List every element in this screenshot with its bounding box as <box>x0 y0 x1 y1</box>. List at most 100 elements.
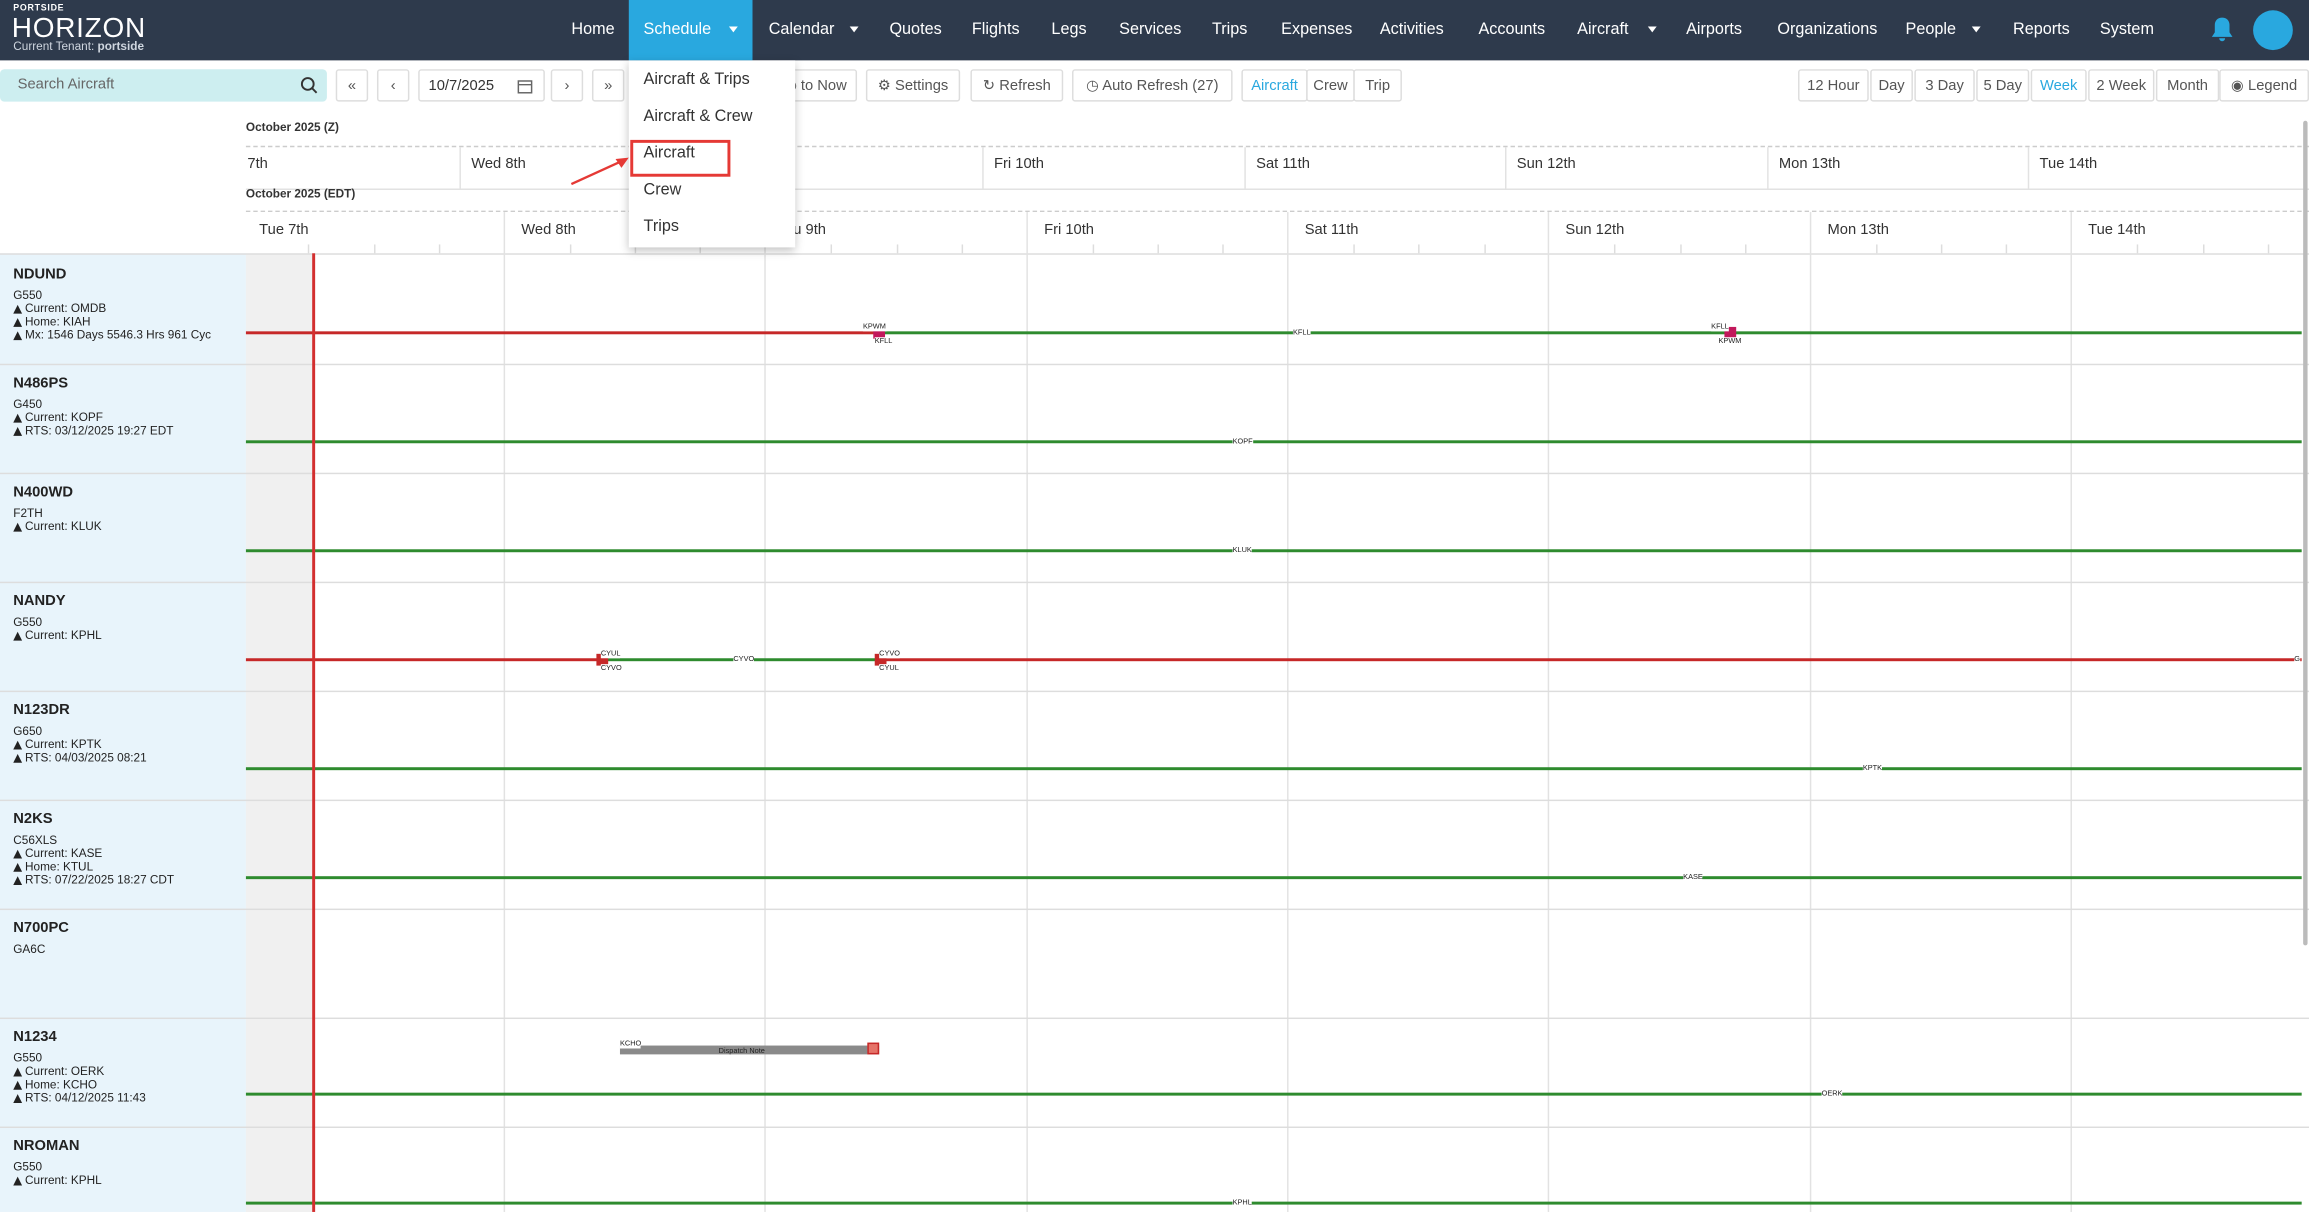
last-button[interactable]: » <box>591 69 625 102</box>
range-button[interactable]: 2 Week <box>2088 69 2155 102</box>
aircraft-detail: Current: KPTK <box>13 738 234 751</box>
avatar[interactable] <box>2253 10 2293 51</box>
first-button[interactable]: « <box>335 69 369 102</box>
nav-item[interactable]: Organizations <box>1777 20 1878 39</box>
nav-item[interactable]: Accounts <box>1478 20 1546 39</box>
caret <box>1647 26 1657 33</box>
refresh-text: Refresh <box>999 78 1051 95</box>
nav-item[interactable]: System <box>2099 20 2154 39</box>
detail-text: Current: KPTK <box>25 737 102 752</box>
legend-button[interactable]: ◉ Legend <box>2219 69 2309 102</box>
range-button[interactable]: Day <box>1870 69 1913 102</box>
nav-item[interactable]: People <box>1905 20 1957 39</box>
local-day: Fri 10th <box>1044 222 1095 239</box>
schedule-line <box>245 1201 2302 1205</box>
caret <box>728 26 738 33</box>
airport-label: KASE <box>1683 873 1703 883</box>
menu-item[interactable]: Aircraft & Crew <box>643 107 753 126</box>
airport-label: OERK <box>1821 1089 1843 1099</box>
zulu-divider <box>459 147 461 189</box>
plane-icon <box>13 1176 23 1186</box>
menu-item[interactable]: Crew <box>643 181 682 199</box>
tail-number[interactable]: N2KS <box>13 811 53 828</box>
menu-item[interactable]: Aircraft & Trips <box>643 70 750 89</box>
nav-item[interactable]: Quotes <box>889 20 942 39</box>
hour-tick <box>1353 244 1355 254</box>
hour-tick <box>896 244 898 254</box>
day-divider <box>1287 212 1289 1212</box>
plane-icon <box>13 876 23 886</box>
aircraft-detail: RTS: 03/12/2025 19:27 EDT <box>13 424 234 437</box>
range-button[interactable]: Month <box>2155 69 2220 102</box>
day-divider <box>503 212 506 1212</box>
day-divider <box>2070 212 2072 1212</box>
tail-number[interactable]: N123DR <box>13 702 70 719</box>
nav-item[interactable]: Activities <box>1379 20 1444 39</box>
scrollbar[interactable] <box>2303 120 2308 946</box>
date-input[interactable]: 10/7/2025 <box>418 69 545 102</box>
tail-number[interactable]: NDUND <box>13 266 67 283</box>
nav-item[interactable]: Trips <box>1211 20 1248 39</box>
nav-item[interactable]: Flights <box>971 20 1020 39</box>
range-button[interactable]: Week <box>2030 69 2087 102</box>
nav-item[interactable]: Legs <box>1051 20 1087 39</box>
tail-number[interactable]: N700PC <box>13 920 69 937</box>
settings-button[interactable]: ⚙ Settings <box>865 69 961 102</box>
nav-item[interactable]: Aircraft <box>1577 20 1629 39</box>
tail-number[interactable]: NROMAN <box>13 1138 80 1155</box>
event-marker[interactable] <box>1724 326 1737 339</box>
aircraft-detail: RTS: 04/03/2025 08:21 <box>13 751 234 764</box>
local-day: Sat 11th <box>1304 222 1359 239</box>
view-tab[interactable]: Aircraft <box>1241 69 1308 102</box>
airport-label: KPHL <box>1232 1198 1252 1208</box>
legend-text: Legend <box>2248 78 2298 95</box>
range-button[interactable]: 12 Hour <box>1798 69 1869 102</box>
nav-item[interactable]: Airports <box>1686 20 1742 39</box>
tenant: portside <box>97 39 145 54</box>
menu-item[interactable]: Aircraft <box>643 144 695 162</box>
local-label: October 2025 (EDT) <box>245 187 356 201</box>
refresh-button[interactable]: ↻ Refresh <box>970 69 1064 102</box>
date-value: 10/7/2025 <box>428 78 495 95</box>
nav-item[interactable]: Expenses <box>1281 20 1353 39</box>
event-marker[interactable] <box>874 653 887 666</box>
zulu-bottom <box>245 188 2309 190</box>
tail-number[interactable]: N400WD <box>13 484 74 501</box>
next-button[interactable]: › <box>550 69 584 102</box>
aircraft-detail: Current: KOPF <box>13 411 234 424</box>
detail-text: Current: KPHL <box>25 628 102 643</box>
nav-item[interactable]: Home <box>571 20 615 39</box>
hour-tick <box>1875 244 1878 254</box>
nav-item[interactable]: Reports <box>2013 20 2070 39</box>
caret <box>849 26 859 33</box>
airport-label: KFLL <box>1292 328 1311 338</box>
menu-item[interactable]: Trips <box>643 217 679 236</box>
hour-tick <box>1941 244 1943 254</box>
bell[interactable] <box>2209 15 2236 44</box>
logo[interactable]: HORIZON <box>11 13 146 45</box>
schedule-menu: Aircraft & Trips Aircraft & Crew Aircraft C… <box>628 60 796 248</box>
tail-number[interactable]: N1234 <box>13 1029 57 1046</box>
detail-text: Current: KASE <box>25 846 103 860</box>
event-marker[interactable] <box>596 653 609 666</box>
zulu-day: Mon 13th <box>1778 156 1841 173</box>
tail-number[interactable]: N486PS <box>13 375 69 392</box>
prev-button[interactable]: ‹ <box>376 69 410 102</box>
range-button[interactable]: 3 Day <box>1914 69 1975 102</box>
auto-refresh-button[interactable]: ◷ Auto Refresh (27) <box>1072 69 1233 102</box>
nav-item[interactable]: Services <box>1119 20 1182 39</box>
event-marker[interactable] <box>873 326 886 339</box>
range-button[interactable]: 5 Day <box>1976 69 2030 102</box>
plane-icon <box>13 862 23 872</box>
search-box[interactable]: Search Aircraft <box>0 69 327 102</box>
local-day: Sun 12th <box>1565 222 1625 239</box>
detail-text: Current: KOPF <box>25 410 103 425</box>
aircraft-panel <box>0 253 246 1212</box>
nav-item[interactable]: Calendar <box>768 20 835 39</box>
caret <box>1971 26 1981 33</box>
view-tab[interactable]: Trip <box>1353 69 1402 102</box>
tail-number[interactable]: NANDY <box>13 593 66 610</box>
local-rule <box>245 210 2309 213</box>
nav-item[interactable]: Schedule <box>643 20 712 39</box>
